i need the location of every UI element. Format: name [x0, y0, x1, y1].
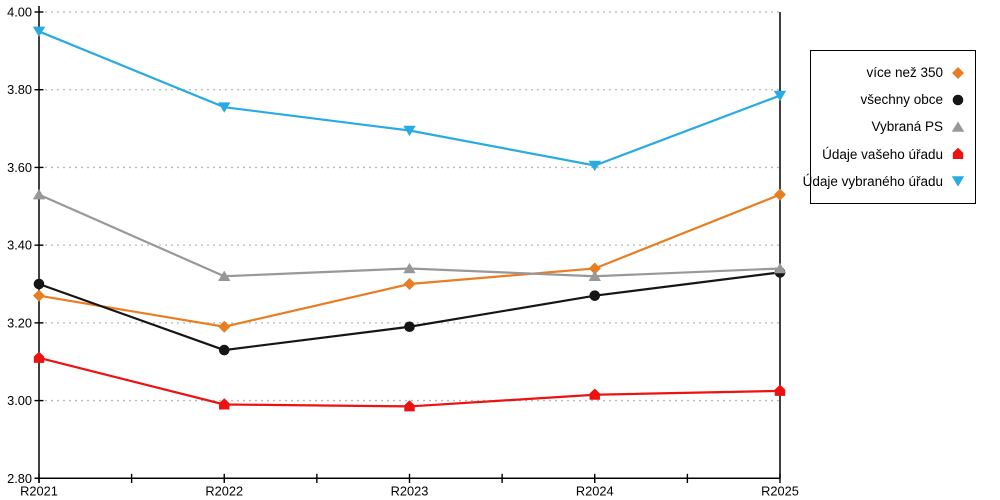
data-point-marker — [589, 290, 601, 301]
x-tick-label: R2021 — [20, 483, 58, 498]
x-tick-label: R2023 — [391, 483, 429, 498]
data-point-marker — [218, 270, 231, 282]
y-tick-label: 3.40 — [7, 238, 32, 253]
y-tick-label: 3.00 — [7, 393, 32, 408]
data-point-marker — [33, 278, 45, 290]
data-point-marker — [218, 344, 230, 356]
y-tick-label: 2.80 — [7, 471, 32, 486]
legend-item-label: Vybraná PS — [871, 119, 943, 135]
data-point-marker — [33, 351, 45, 363]
data-point-marker — [774, 188, 786, 201]
data-point-marker — [403, 278, 416, 291]
data-point-marker — [218, 320, 231, 333]
data-point-marker — [773, 262, 787, 274]
legend-item-label: Údaje vybraného úřadu — [802, 173, 943, 189]
data-point-marker — [588, 270, 601, 282]
series-line — [38, 356, 781, 408]
legend-item-label: Údaje vašeho úřadu — [822, 146, 943, 162]
triangle-up-marker-icon — [951, 121, 965, 132]
data-point-marker — [32, 189, 46, 200]
legend-item: Vybraná PS — [821, 119, 965, 134]
y-tick-label: 3.60 — [7, 160, 32, 175]
legend-item-label: všechny obce — [860, 92, 943, 108]
series-0 — [33, 188, 786, 333]
series-2 — [32, 189, 787, 282]
legend-item: Údaje vašeho úřadu — [821, 147, 965, 162]
data-point-marker — [404, 321, 415, 333]
circle-marker-icon — [952, 94, 964, 106]
legend-item: Údaje vybraného úřadu — [803, 174, 965, 189]
x-tick-label: R2025 — [761, 483, 799, 498]
pentagon-up-marker-icon — [952, 147, 964, 160]
x-tick-label: R2022 — [205, 483, 243, 498]
data-point-marker — [951, 176, 965, 187]
data-point-marker — [773, 90, 787, 102]
data-point-marker — [952, 147, 964, 160]
series-3 — [33, 351, 786, 412]
data-point-marker — [32, 26, 46, 38]
data-point-marker — [952, 94, 964, 106]
y-tick-label: 3.80 — [7, 82, 32, 97]
data-point-marker — [774, 384, 786, 396]
x-tick-label: R2024 — [576, 483, 614, 498]
y-tick-label: 4.00 — [7, 5, 32, 20]
series-line — [38, 193, 781, 328]
data-point-marker — [951, 121, 965, 132]
data-point-marker — [403, 262, 416, 274]
data-point-marker — [403, 125, 416, 137]
data-point-marker — [588, 262, 601, 275]
legend-item: více než 350 — [821, 65, 965, 80]
data-point-marker — [589, 388, 600, 400]
y-tick-label: 3.20 — [7, 315, 32, 330]
triangle-down-marker-icon — [951, 176, 965, 187]
legend-item: všechny obce — [821, 92, 965, 107]
data-point-marker — [952, 66, 964, 79]
legend: více než 350 všechny obce Vybraná PS Údaje … — [803, 50, 976, 204]
data-point-marker — [219, 398, 230, 410]
data-point-marker — [404, 400, 415, 412]
data-point-marker — [33, 289, 45, 302]
data-point-marker — [588, 160, 601, 172]
diamond-marker-icon — [952, 66, 964, 79]
data-point-marker — [218, 102, 231, 113]
series-4 — [32, 26, 787, 172]
series-line — [38, 30, 781, 167]
legend-item-label: více než 350 — [866, 65, 943, 81]
